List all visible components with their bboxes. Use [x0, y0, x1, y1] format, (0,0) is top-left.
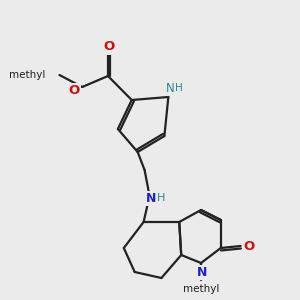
Text: methyl: methyl [183, 284, 219, 294]
Text: H: H [157, 193, 166, 203]
Text: O: O [103, 40, 115, 53]
Text: O: O [69, 85, 80, 98]
Text: O: O [243, 239, 254, 253]
Text: methyl: methyl [9, 70, 46, 80]
Text: N: N [166, 82, 175, 94]
Text: H: H [176, 83, 183, 93]
Text: N: N [146, 191, 157, 205]
Text: N: N [197, 266, 207, 278]
